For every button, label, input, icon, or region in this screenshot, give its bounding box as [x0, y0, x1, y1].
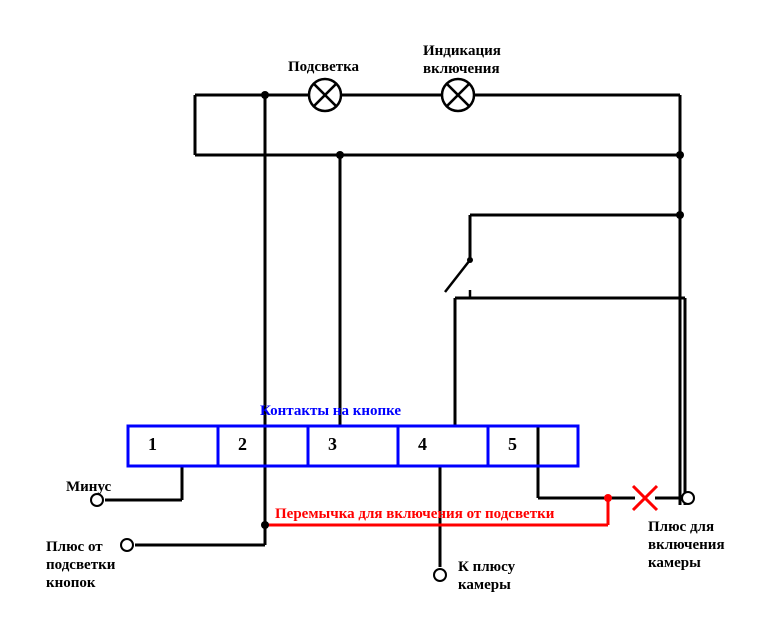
terminal-num-3: 3	[328, 434, 337, 455]
label-jumper: Перемычка для включения от подсветки	[275, 505, 554, 523]
terminal-num-5: 5	[508, 434, 517, 455]
schematic-svg	[0, 0, 760, 630]
label-lamp1: Подсветка	[288, 58, 359, 76]
label-minus: Минус	[66, 478, 111, 496]
label-to-camera-plus: К плюсу камеры	[458, 558, 515, 594]
label-plus-backlight: Плюс от подсветки кнопок	[46, 538, 115, 592]
terminal-num-4: 4	[418, 434, 427, 455]
label-contacts-title: Контакты на кнопке	[260, 403, 401, 420]
terminal-num-2: 2	[238, 434, 247, 455]
label-plus-camera-on: Плюс для включения камеры	[648, 518, 725, 572]
terminal-num-1: 1	[148, 434, 157, 455]
label-lamp2: Индикация включения	[423, 42, 501, 78]
